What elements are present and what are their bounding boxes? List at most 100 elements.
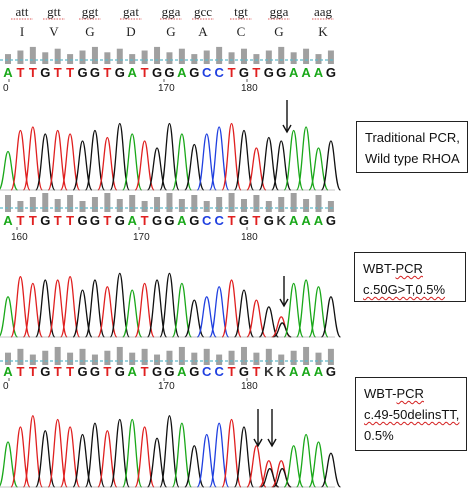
trace-peak <box>0 441 19 488</box>
panel-wbt-pcr-c49-50: A T T G T T G G T G A T G G A G C C T G T K K A A A G0 170 180 <box>0 346 342 488</box>
codon-label: gcc <box>194 4 212 19</box>
trace-peak <box>97 430 118 488</box>
quality-bar <box>253 54 260 64</box>
amino-acid-label: V <box>49 24 59 39</box>
codon-label: tgt <box>234 4 248 19</box>
position-label: 170 <box>133 232 150 243</box>
base-call: T <box>141 213 149 228</box>
annotation-line-2: c.49-50delinsTT, <box>364 407 460 422</box>
codon-label: ggt <box>82 4 99 19</box>
quality-bar <box>5 352 11 365</box>
trace-peak <box>196 133 217 191</box>
trace-peak <box>10 426 31 488</box>
base-call: A <box>289 65 299 80</box>
trace-peak <box>320 452 342 488</box>
quality-bar <box>290 193 297 212</box>
trace-peak <box>171 282 193 338</box>
trace-peak <box>35 430 56 488</box>
trace-peak <box>97 136 118 191</box>
quality-bar <box>67 195 74 212</box>
trace-peak <box>84 422 106 488</box>
quality-bar <box>29 354 36 365</box>
quality-bar <box>191 195 198 212</box>
base-call: A <box>301 65 311 80</box>
quality-bar <box>228 193 235 212</box>
trace-peak <box>209 286 230 338</box>
trace-peak <box>109 272 130 338</box>
trace-peak <box>246 445 267 488</box>
quality-bar <box>54 199 61 212</box>
base-call: A <box>128 65 138 80</box>
base-call: A <box>301 213 311 228</box>
amino-acid-label: A <box>198 24 208 39</box>
quality-bar <box>253 195 260 212</box>
base-call: T <box>66 213 74 228</box>
quality-bar <box>67 54 74 64</box>
annotation-box-traditional: Traditional PCR, Wild type RHOA <box>356 121 468 173</box>
trace-peak <box>320 140 342 191</box>
base-call: G <box>77 65 87 80</box>
trace-peak <box>246 147 267 191</box>
base-call: G <box>326 364 336 379</box>
trace-peak <box>196 296 217 338</box>
quality-bar <box>141 348 148 365</box>
base-call: T <box>252 65 260 80</box>
quality-bar <box>5 54 11 64</box>
trace-peak-secondary <box>272 467 292 488</box>
trace-peak <box>221 279 242 338</box>
base-call: G <box>115 364 125 379</box>
base-call: G <box>77 364 87 379</box>
base-call: T <box>66 364 74 379</box>
trace-peak <box>258 306 279 338</box>
base-call: A <box>128 213 138 228</box>
trace-peak <box>196 433 217 488</box>
base-call: T <box>29 65 37 80</box>
quality-bar <box>265 201 272 212</box>
quality-bar <box>265 348 272 365</box>
base-call: G <box>189 213 199 228</box>
base-call: G <box>115 213 125 228</box>
quality-bar <box>216 354 223 365</box>
trace-peak <box>59 133 81 191</box>
base-call: G <box>264 65 274 80</box>
trace-peak <box>295 279 317 338</box>
quality-bar <box>265 50 272 64</box>
trace-peak <box>233 289 255 338</box>
base-call: G <box>164 364 174 379</box>
trace-peak <box>308 147 329 191</box>
mutation-arrow-icon <box>253 438 263 448</box>
trace-peak <box>271 140 292 191</box>
quality-bar <box>79 201 86 212</box>
position-label: 170 <box>158 381 175 392</box>
base-call: G <box>152 213 162 228</box>
base-call: G <box>40 364 50 379</box>
base-call: G <box>326 213 336 228</box>
trace-peak <box>22 126 43 191</box>
trace-peak <box>47 129 68 191</box>
trace-peak <box>122 418 143 488</box>
base-call: A <box>177 65 187 80</box>
annotation-box-wbt-c49-50: WBT-PCR c.49-50delinsTT, 0.5% <box>355 377 467 451</box>
base-call: T <box>228 213 236 228</box>
base-call: T <box>16 364 24 379</box>
quality-bar <box>178 199 185 212</box>
quality-bar <box>104 350 111 365</box>
quality-bar <box>290 350 297 365</box>
quality-bar <box>240 346 247 365</box>
amino-acid-label: K <box>318 24 328 39</box>
base-call: G <box>189 364 199 379</box>
base-call: A <box>314 213 324 228</box>
quality-bar <box>29 46 36 64</box>
codon-label: gtt <box>47 4 61 19</box>
trace-peak <box>184 143 205 191</box>
base-call: G <box>40 213 50 228</box>
quality-bar <box>91 197 98 212</box>
mutation-arrow-icon <box>282 124 292 134</box>
annotation-text: WBT- <box>363 261 396 276</box>
trace-peak <box>134 426 155 488</box>
base-call: T <box>228 364 236 379</box>
base-call: G <box>264 213 274 228</box>
trace-peak <box>22 415 43 488</box>
trace-peak <box>59 426 81 488</box>
